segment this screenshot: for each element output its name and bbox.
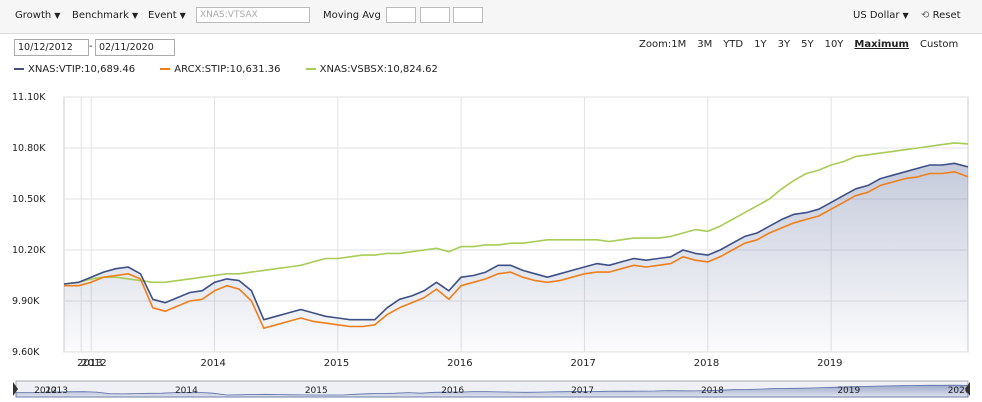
legend-label: ARCX:STIP:10,631.36 xyxy=(174,64,281,75)
legend-item-vtip[interactable]: XNAS:VTIP:10,689.46 xyxy=(14,64,135,75)
chart-lines xyxy=(63,142,969,329)
moving-avg-input-2[interactable] xyxy=(420,7,450,23)
x-tick-label: 2019 xyxy=(817,358,842,369)
x-tick-label: 2016 xyxy=(447,358,472,369)
y-tick-label: 11.10K xyxy=(12,92,46,103)
moving-avg-input-1[interactable] xyxy=(386,7,416,23)
date-separator: - xyxy=(89,41,93,52)
zoom-5y[interactable]: 5Y xyxy=(801,39,814,50)
growth-label: Growth xyxy=(15,10,52,21)
legend-swatch xyxy=(160,68,171,70)
navigator-label: 2012 xyxy=(34,386,57,396)
chart-area-fill xyxy=(64,163,968,352)
legend-label: XNAS:VSBSX:10,824.62 xyxy=(319,64,438,75)
series-line-vsbsx xyxy=(63,142,969,285)
series-area-vtip xyxy=(64,163,968,352)
moving-avg-input-3[interactable] xyxy=(453,7,483,23)
zoom-custom[interactable]: Custom xyxy=(919,39,959,50)
reset-button[interactable]: ⟲ Reset xyxy=(921,10,961,21)
zoom-3m[interactable]: 3M xyxy=(697,39,713,50)
navigator-label: 2013 xyxy=(45,386,68,396)
y-tick-label: 10.80K xyxy=(12,143,46,154)
legend-label: XNAS:VTIP:10,689.46 xyxy=(28,64,136,75)
growth-dropdown[interactable]: Growth ▼ xyxy=(15,10,60,21)
series-line-stip xyxy=(64,171,969,329)
search-input[interactable]: XNAS:VTSAX xyxy=(196,7,310,23)
zoom-bar: Zoom:1M 3M YTD 1Y 3Y 5Y 10Y Maximum Custom xyxy=(639,39,969,50)
navigator-label: 2019 xyxy=(837,386,860,396)
x-tick-label: 2015 xyxy=(324,358,349,369)
currency-dropdown[interactable]: US Dollar ▼ xyxy=(853,10,909,21)
x-tick-label: 2017 xyxy=(570,358,595,369)
zoom-1y[interactable]: 1Y xyxy=(754,39,767,50)
legend-swatch xyxy=(305,68,316,70)
zoom-3y[interactable]: 3Y xyxy=(777,39,791,50)
zoom-1m[interactable]: 1M xyxy=(671,39,687,50)
benchmark-dropdown[interactable]: Benchmark ▼ xyxy=(72,10,138,21)
toolbar: Growth ▼ Benchmark ▼ Event ▼ XNAS:VTSAX Mov… xyxy=(0,0,982,34)
reset-label: Reset xyxy=(932,10,961,21)
currency-label: US Dollar xyxy=(853,10,900,21)
zoom-10y[interactable]: 10Y xyxy=(824,39,844,50)
y-tick-label: 9.90K xyxy=(12,296,40,307)
caret-down-icon: ▼ xyxy=(131,11,139,20)
x-tick-label: 2014 xyxy=(200,358,225,369)
zoom-label: Zoom: xyxy=(639,39,672,50)
series-line-vtip xyxy=(63,162,969,321)
navigator-series xyxy=(15,384,969,398)
caret-down-icon: ▼ xyxy=(54,11,61,20)
navigator-label: 2017 xyxy=(571,386,594,396)
y-tick-label: 10.50K xyxy=(12,194,46,205)
navigator-label: 2020 xyxy=(948,386,971,396)
benchmark-label: Benchmark xyxy=(72,10,129,21)
navigator-label: 2014 xyxy=(175,386,198,396)
navigator-label: 2016 xyxy=(441,386,464,396)
navigator-handle-right[interactable] xyxy=(965,382,970,396)
event-label: Event xyxy=(148,10,177,21)
legend-item-vsbsx[interactable]: XNAS:VSBSX:10,824.62 xyxy=(305,64,438,75)
moving-avg-label: Moving Avg xyxy=(323,10,381,21)
zoom-ytd[interactable]: YTD xyxy=(723,39,744,50)
navigator-label: 2018 xyxy=(701,386,724,396)
legend-swatch xyxy=(14,68,24,70)
y-tick-label: 10.20K xyxy=(12,245,46,256)
caret-down-icon: ▼ xyxy=(902,11,909,20)
chart-legend: XNAS:VTIP:10,689.46 ARCX:STIP:10,631.36 … xyxy=(14,64,460,75)
zoom-maximum[interactable]: Maximum xyxy=(854,39,909,50)
x-tick-label: 2018 xyxy=(694,358,719,369)
event-dropdown[interactable]: Event ▼ xyxy=(148,10,186,21)
navigator-label: 2015 xyxy=(305,386,328,396)
start-date-input[interactable]: 10/12/2012 xyxy=(14,39,89,56)
x-tick-label: 2013 xyxy=(77,358,102,369)
legend-item-stip[interactable]: ARCX:STIP:10,631.36 xyxy=(160,64,280,75)
navigator-handle-left[interactable] xyxy=(13,382,18,396)
end-date-input[interactable]: 02/11/2020 xyxy=(95,39,175,56)
caret-down-icon: ▼ xyxy=(179,11,186,20)
x-tick-label: 2012 xyxy=(81,358,106,369)
reset-icon: ⟲ xyxy=(921,10,930,21)
y-tick-label: 9.60K xyxy=(12,347,40,358)
y-axis: 9.60K 9.90K 10.20K 10.50K 10.80K 11.10K xyxy=(12,92,46,358)
